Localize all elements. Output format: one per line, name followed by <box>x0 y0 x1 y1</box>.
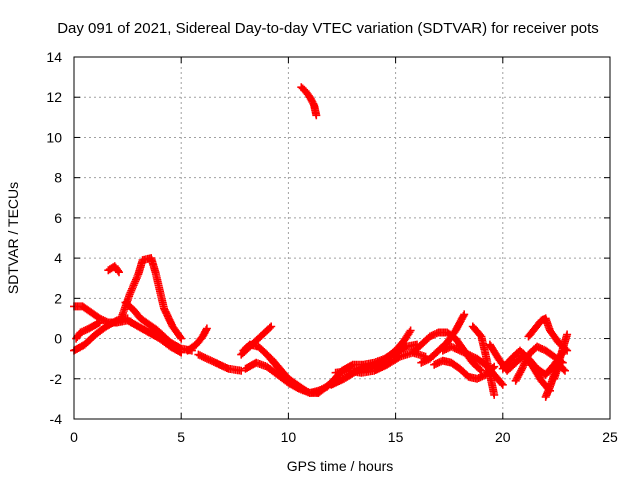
y-tick-label: 4 <box>54 250 62 266</box>
series-s14 <box>297 83 321 120</box>
x-tick-label: 20 <box>495 429 511 445</box>
tick-labels: 0 5 10 15 20 25 -4 -2 0 2 4 6 8 10 12 14 <box>46 49 618 445</box>
x-axis-label: GPS time / hours <box>287 458 394 474</box>
series-s3 <box>72 318 104 343</box>
y-tick-label: 14 <box>46 49 62 65</box>
data-point-markers <box>183 324 211 355</box>
y-tick-label: 2 <box>54 290 62 306</box>
data-point-markers <box>104 262 123 277</box>
grid <box>74 57 610 419</box>
series-s13 <box>267 354 310 395</box>
y-tick-label: 6 <box>54 210 62 226</box>
series-s4 <box>104 262 123 277</box>
y-tick-label: 12 <box>46 89 62 105</box>
data-point-markers <box>112 316 186 357</box>
y-tick-label: 8 <box>54 170 62 186</box>
y-tick-label: -2 <box>50 371 63 387</box>
plot-frame <box>73 56 611 420</box>
y-axis-label: SDTVAR / TECUs <box>5 182 21 294</box>
series-s19 <box>417 310 469 367</box>
chart-title: Day 091 of 2021, Sidereal Day-to-day VTE… <box>57 20 599 37</box>
data-point-markers <box>194 350 246 375</box>
data-point-markers <box>550 360 569 383</box>
x-tick-label: 5 <box>177 429 185 445</box>
data-point-markers <box>297 83 321 120</box>
series-s8 <box>183 324 211 355</box>
x-tick-label: 25 <box>602 429 618 445</box>
series-s22 <box>468 322 499 399</box>
x-tick-label: 15 <box>388 429 404 445</box>
data-point-markers <box>267 354 310 395</box>
series-s28 <box>550 360 569 383</box>
x-tick-label: 10 <box>281 429 297 445</box>
data-layer <box>70 83 572 401</box>
data-point-markers <box>72 318 104 343</box>
series-s7 <box>112 316 186 357</box>
y-tick-label: -4 <box>50 411 63 427</box>
x-tick-label: 0 <box>70 429 78 445</box>
y-tick-label: 10 <box>46 129 62 145</box>
y-tick-label: 0 <box>54 331 62 347</box>
data-point-markers <box>468 322 499 399</box>
data-point-markers <box>417 310 469 367</box>
series-s9 <box>194 350 246 375</box>
